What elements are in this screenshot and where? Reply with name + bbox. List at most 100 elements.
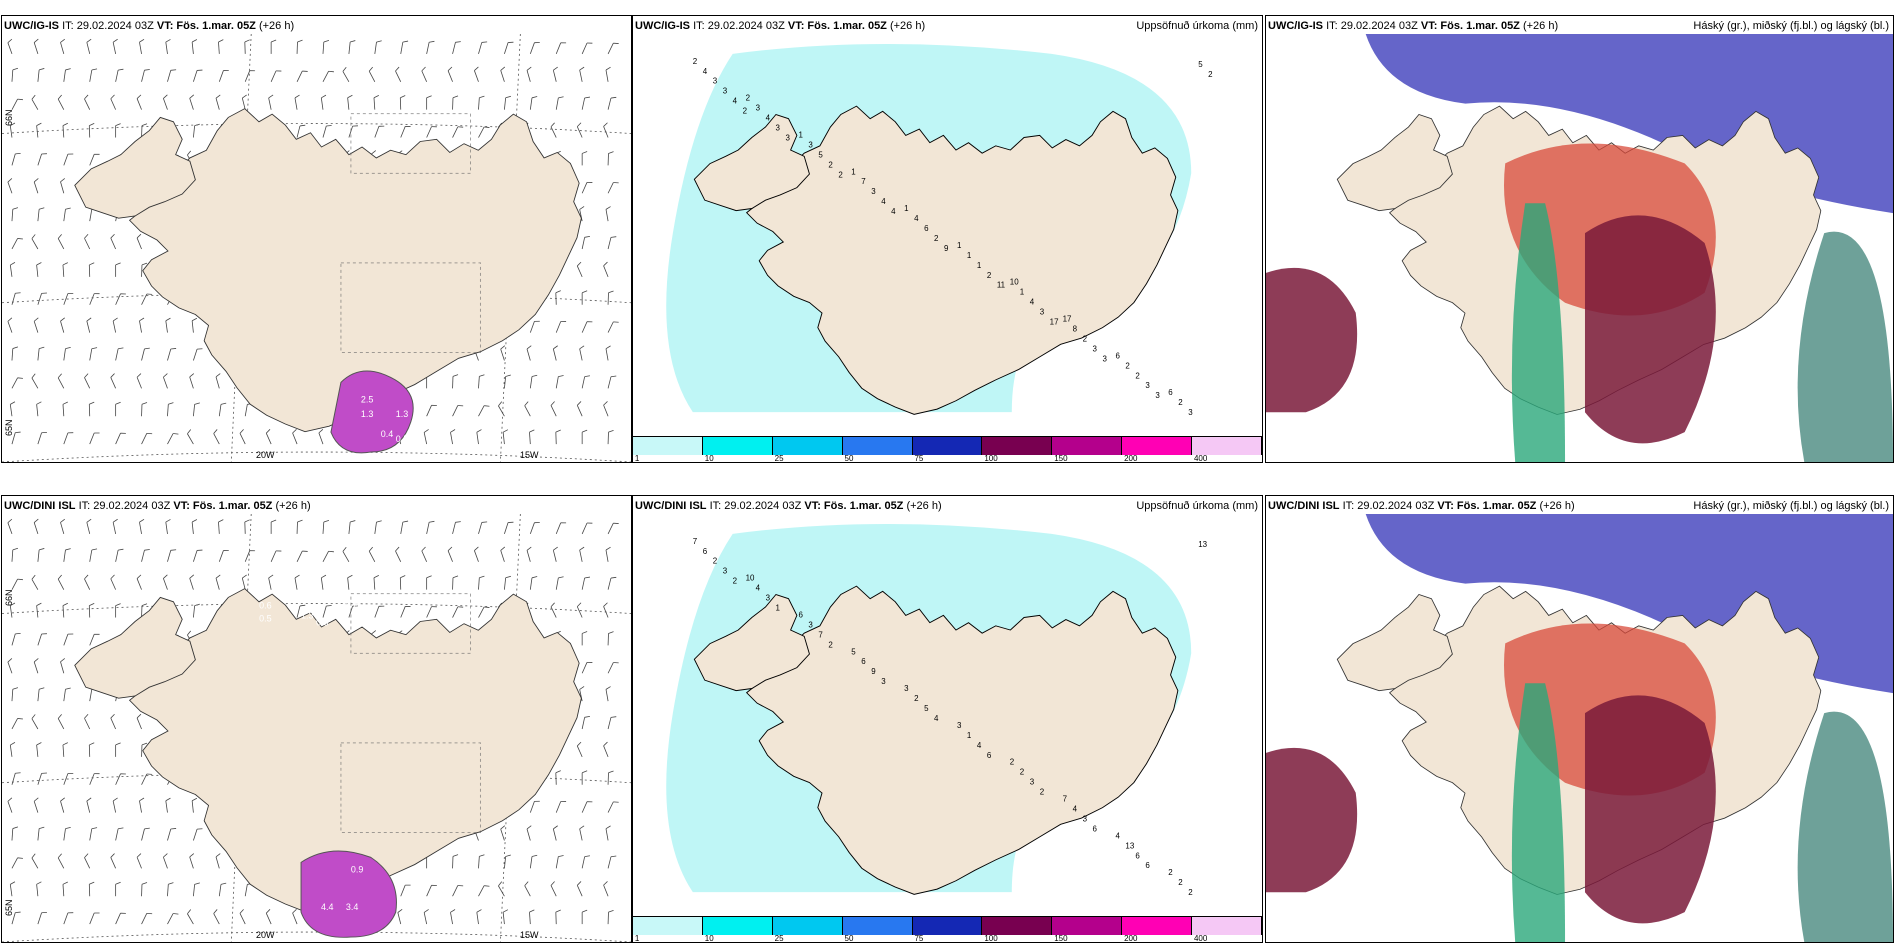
precip-value-label: 1 <box>776 604 781 613</box>
precip-value-label: 9 <box>944 244 949 253</box>
panel-title: Háský (gr.), miðský (fj.bl.) og lágský (… <box>1693 20 1889 32</box>
precip-value-label: 1 <box>851 167 856 176</box>
panel-header: UWC/IG-IS IT: 29.02.2024 03Z VT: Fös. 1.… <box>1268 20 1558 32</box>
init-time: IT: 29.02.2024 03Z <box>709 500 802 512</box>
wind-value-label: 0.5 <box>361 604 373 614</box>
precip-value-label: 4 <box>1115 831 1120 840</box>
precip-value-label: 4 <box>891 207 896 216</box>
colorbar-tick: 75 <box>914 454 924 463</box>
lon-label-20w: 20W <box>256 450 275 460</box>
colorbar-swatch <box>1052 437 1123 455</box>
precip-value-label: 3 <box>904 684 909 693</box>
precip-value-label: 7 <box>1063 795 1068 804</box>
precip-value-label: 2 <box>693 57 698 66</box>
precip-value-label: 8 <box>1073 325 1078 334</box>
low-cloud-dark-area <box>1584 215 1716 444</box>
precip-value-label: 4 <box>977 741 982 750</box>
west-dark-area <box>1266 747 1358 893</box>
precip-value-label: 4 <box>881 197 886 206</box>
precip-value-label: 2 <box>828 640 833 649</box>
precip-value-label: 6 <box>1135 851 1140 860</box>
valid-time: Fös. 1.mar. 05Z <box>823 500 904 512</box>
precip-value-label: 7 <box>818 630 823 639</box>
colorbar-tick: 150 <box>1054 934 1068 943</box>
lon-label-15w: 15W <box>520 450 539 460</box>
precip-value-label: 3 <box>1155 391 1160 400</box>
precip-value-label: 11 <box>997 281 1006 290</box>
wind-value-label: 0.5 <box>316 617 328 627</box>
colorbar-swatch <box>842 917 913 935</box>
precip-value-label: 5 <box>1198 60 1203 69</box>
precip-value-label: 2 <box>1188 888 1193 897</box>
precip-value-label: 4 <box>703 67 708 76</box>
precip-value-label: 6 <box>1115 351 1120 360</box>
precip-value-label: 1 <box>967 731 972 740</box>
wind-value-label: 0.4 <box>381 429 393 439</box>
precip-value-label: 3 <box>871 187 876 196</box>
precip-value-label: 6 <box>924 224 929 233</box>
precip-value-label: 1 <box>904 204 909 213</box>
icing-hatch <box>340 113 481 354</box>
wind-value-label: 1.5 <box>411 421 423 431</box>
precip-value-label: 1 <box>977 261 982 270</box>
wind-value-label: 0.9 <box>351 864 363 874</box>
precip-value-label: 6 <box>798 610 803 619</box>
precip-value-label: 2 <box>1020 768 1025 777</box>
precip-value-label: 3 <box>723 567 728 576</box>
lead-time: (+26 h) <box>258 20 295 32</box>
wind-value-label: 2.5 <box>361 394 373 404</box>
valid-time-label: VT: <box>173 500 190 512</box>
precip-value-label: 13 <box>1125 841 1134 850</box>
wind-map-panel: UWC/IG-IS IT: 29.02.2024 03Z VT: Fös. 1.… <box>1 15 632 463</box>
wind-map: 0.6 0.5 1.3 0.5 0.4 0.5 0.5 4.4 3.4 0.9 <box>2 514 631 942</box>
valid-time-label: VT: <box>804 500 821 512</box>
low-cloud-green-area <box>1511 203 1566 462</box>
precip-value-label: 3 <box>808 620 813 629</box>
precip-value-label: 2 <box>1178 398 1183 407</box>
colorbar-swatch <box>842 437 913 455</box>
colorbar-swatch <box>772 437 843 455</box>
cloud-map-panel: UWC/DINI ISL IT: 29.02.2024 03Z VT: Fös.… <box>1265 495 1894 943</box>
lat-label-66: 66N <box>4 109 14 126</box>
precip-value-label: 7 <box>693 537 698 546</box>
colorbar-swatch <box>633 437 703 455</box>
model-name: UWC/DINI ISL <box>4 500 76 512</box>
precip-value-label: 3 <box>776 124 781 133</box>
colorbar-tick: 200 <box>1124 934 1138 943</box>
valid-time: Fös. 1.mar. 05Z <box>1440 20 1520 32</box>
precip-value-label: 2 <box>1083 334 1088 343</box>
precip-value-label: 2 <box>1178 878 1183 887</box>
colorbar-tick: 150 <box>1054 454 1068 463</box>
precip-value-label: 2 <box>828 160 833 169</box>
wind-value-label: 0.6 <box>259 601 271 611</box>
low-cloud-green-area <box>1511 683 1566 942</box>
lat-label-66: 66N <box>4 589 14 606</box>
precip-blob <box>330 370 414 454</box>
precip-blob <box>300 850 397 938</box>
colorbar-swatch <box>982 437 1053 455</box>
wind-value-label: 0.5 <box>396 434 408 444</box>
valid-time: Fös. 1.mar. 05Z <box>807 20 887 32</box>
wind-value-label: 1.3 <box>301 611 313 621</box>
colorbar-ticks: 1 10 25 50 75 100 150 200 400 <box>633 454 1262 463</box>
panel-header: UWC/DINI ISL IT: 29.02.2024 03Z VT: Fös.… <box>1268 500 1575 512</box>
precip-value-label: 2 <box>1010 758 1015 767</box>
colorbar-swatch <box>702 917 773 935</box>
precip-value-label: 5 <box>851 647 856 656</box>
wind-value-label: 0.5 <box>259 614 271 624</box>
iceland-landmass <box>128 588 582 913</box>
precip-value-label: 5 <box>818 150 823 159</box>
lead-time: (+26 h) <box>906 500 942 512</box>
precip-value-label: 2 <box>713 557 718 566</box>
colorbar-swatch <box>982 917 1053 935</box>
colorbar-tick: 50 <box>844 934 854 943</box>
model-name: UWC/IG-IS <box>635 20 690 32</box>
lead-time: (+26 h) <box>275 500 311 512</box>
precip-value-label: 3 <box>1040 308 1045 317</box>
colorbar-swatch <box>633 917 703 935</box>
lon-label-20w: 20W <box>256 930 275 940</box>
valid-time-label: VT: <box>1420 20 1438 32</box>
precip-value-label: 3 <box>1103 354 1108 363</box>
precip-value-label: 3 <box>1030 778 1035 787</box>
colorbar-swatch <box>772 917 843 935</box>
